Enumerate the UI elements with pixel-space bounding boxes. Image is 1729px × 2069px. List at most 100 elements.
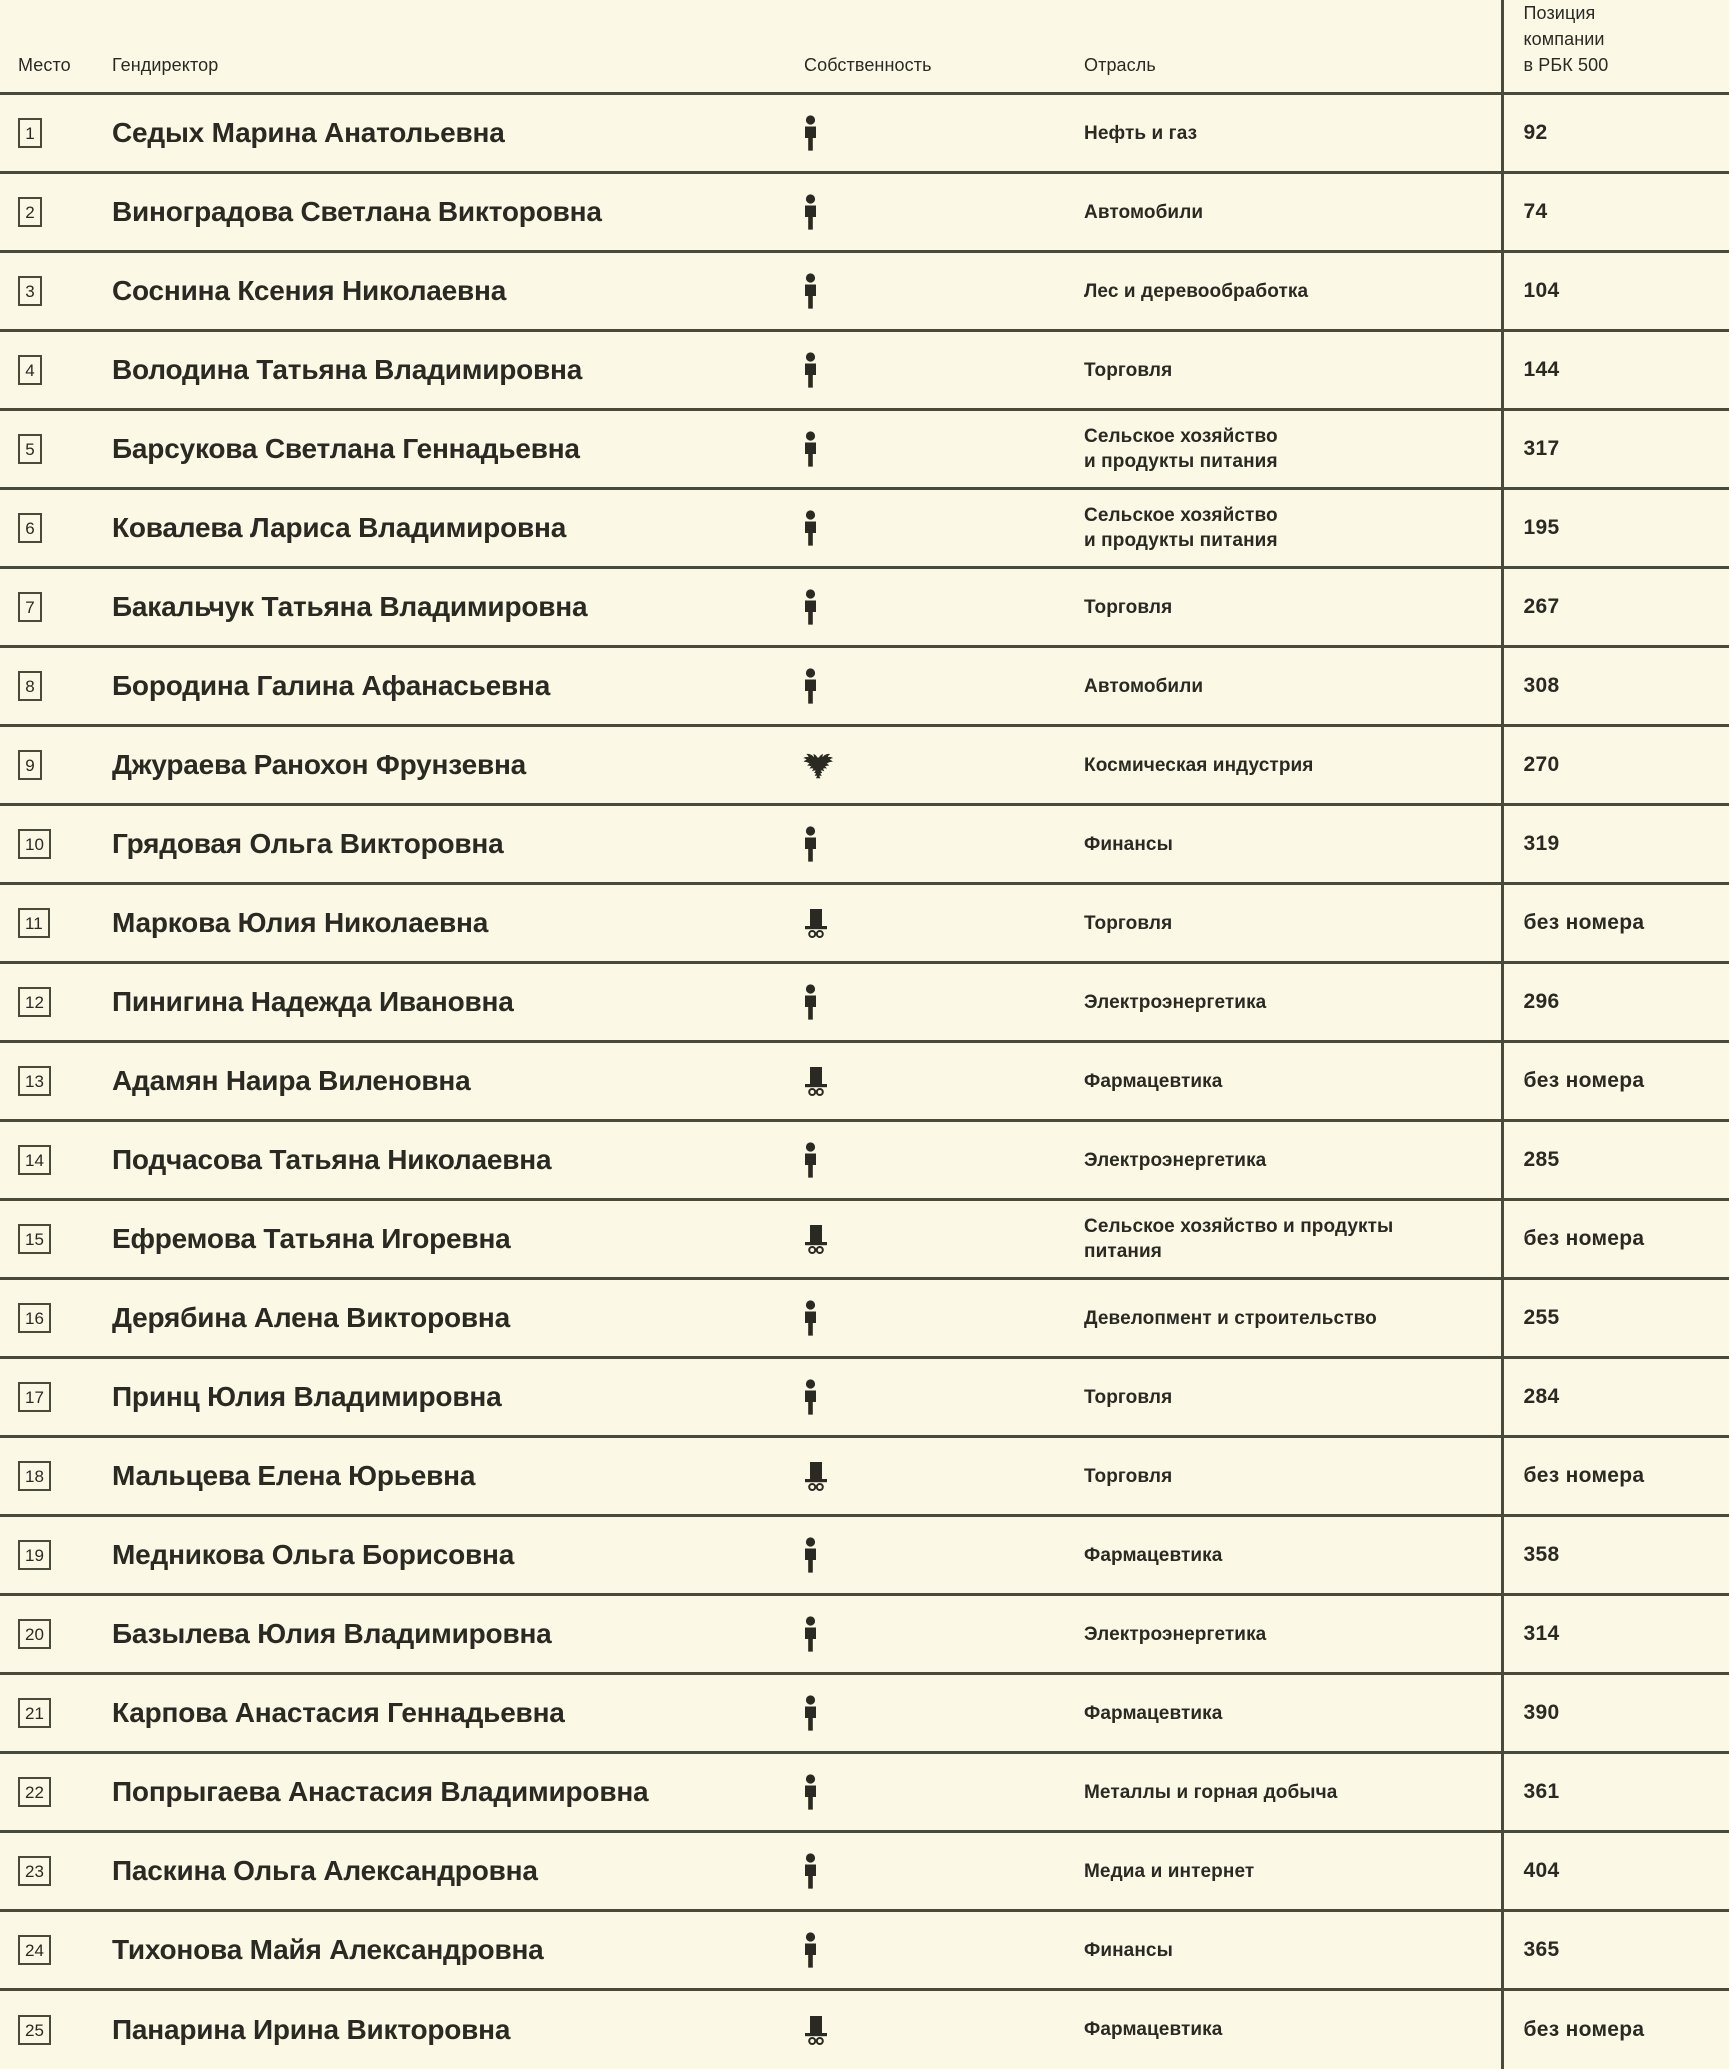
cell-place: 2: [0, 173, 88, 252]
cell-ceo-name: Подчасова Татьяна Николаевна: [88, 1121, 780, 1200]
cell-ownership: [780, 1674, 1060, 1753]
cell-place: 3: [0, 252, 88, 331]
cell-place: 12: [0, 963, 88, 1042]
rank-badge: 20: [18, 1619, 51, 1649]
cell-ceo-name: Попрыгаева Анастасия Владимировна: [88, 1753, 780, 1832]
cell-ceo-name: Джураева Ранохон Фрунзевна: [88, 726, 780, 805]
cell-ownership: [780, 647, 1060, 726]
rank-badge: 15: [18, 1224, 51, 1254]
cell-rbc500-position: 319: [1502, 805, 1729, 884]
rank-badge: 10: [18, 829, 51, 859]
cell-ownership: [780, 1832, 1060, 1911]
rank-badge: 24: [18, 1935, 51, 1965]
cell-industry: Финансы: [1060, 1911, 1502, 1990]
cell-place: 25: [0, 1990, 88, 2069]
cell-place: 21: [0, 1674, 88, 1753]
cell-place: 23: [0, 1832, 88, 1911]
cell-rbc500-position: 390: [1502, 1674, 1729, 1753]
rank-badge: 11: [18, 908, 50, 938]
cell-industry: Автомобили: [1060, 173, 1502, 252]
cell-ownership: [780, 331, 1060, 410]
cell-ceo-name: Медникова Ольга Борисовна: [88, 1516, 780, 1595]
rank-badge: 4: [18, 355, 42, 385]
cell-ownership: [780, 1042, 1060, 1121]
cell-rbc500-position: 104: [1502, 252, 1729, 331]
cell-ownership: [780, 568, 1060, 647]
cell-place: 22: [0, 1753, 88, 1832]
cell-industry: Торговля: [1060, 1437, 1502, 1516]
person-icon: [780, 115, 1060, 151]
column-header-ownership: Собственность: [780, 0, 1060, 94]
person-icon: [780, 1142, 1060, 1178]
cell-rbc500-position: 361: [1502, 1753, 1729, 1832]
cell-industry: Нефть и газ: [1060, 94, 1502, 173]
cell-rbc500-position: 195: [1502, 489, 1729, 568]
rank-badge: 7: [18, 592, 42, 622]
table-header-row: Место Гендиректор Собственность Отрасль …: [0, 0, 1729, 94]
cell-industry: Металлы и горная добыча: [1060, 1753, 1502, 1832]
rank-badge: 18: [18, 1461, 51, 1491]
cell-industry: Фармацевтика: [1060, 1042, 1502, 1121]
person-icon: [780, 1537, 1060, 1573]
cell-ceo-name: Бородина Галина Афанасьевна: [88, 647, 780, 726]
cell-rbc500-position: 255: [1502, 1279, 1729, 1358]
cell-rbc500-position: 358: [1502, 1516, 1729, 1595]
cell-place: 1: [0, 94, 88, 173]
cell-industry: Фармацевтика: [1060, 1990, 1502, 2069]
cell-ownership: [780, 1437, 1060, 1516]
top-hat-icon: [780, 1065, 1060, 1097]
cell-ceo-name: Барсукова Светлана Геннадьевна: [88, 410, 780, 489]
cell-ceo-name: Грядовая Ольга Викторовна: [88, 805, 780, 884]
cell-ownership: [780, 963, 1060, 1042]
top-hat-icon: [780, 2014, 1060, 2046]
person-icon: [780, 1932, 1060, 1968]
rank-badge: 9: [18, 750, 42, 780]
cell-rbc500-position: 267: [1502, 568, 1729, 647]
cell-industry: Лес и деревообработка: [1060, 252, 1502, 331]
cell-ownership: [780, 1595, 1060, 1674]
cell-ceo-name: Мальцева Елена Юрьевна: [88, 1437, 780, 1516]
cell-place: 8: [0, 647, 88, 726]
cell-industry: Автомобили: [1060, 647, 1502, 726]
top-hat-icon: [780, 1223, 1060, 1255]
rank-badge: 22: [18, 1777, 51, 1807]
rank-badge: 14: [18, 1145, 51, 1175]
cell-rbc500-position: 308: [1502, 647, 1729, 726]
column-header-position-line1: Позиция: [1524, 0, 1729, 26]
cell-industry: Финансы: [1060, 805, 1502, 884]
cell-ceo-name: Тихонова Майя Александровна: [88, 1911, 780, 1990]
cell-place: 6: [0, 489, 88, 568]
cell-place: 13: [0, 1042, 88, 1121]
cell-rbc500-position: 314: [1502, 1595, 1729, 1674]
cell-rbc500-position: 92: [1502, 94, 1729, 173]
cell-ceo-name: Бакальчук Татьяна Владимировна: [88, 568, 780, 647]
cell-place: 17: [0, 1358, 88, 1437]
cell-ceo-name: Соснина Ксения Николаевна: [88, 252, 780, 331]
table-header: Место Гендиректор Собственность Отрасль …: [0, 0, 1729, 94]
person-icon: [780, 1774, 1060, 1810]
cell-rbc500-position: без номера: [1502, 1990, 1729, 2069]
person-icon: [780, 1300, 1060, 1336]
cell-rbc500-position: 317: [1502, 410, 1729, 489]
cell-ceo-name: Паскина Ольга Александровна: [88, 1832, 780, 1911]
cell-place: 20: [0, 1595, 88, 1674]
cell-ownership: [780, 1516, 1060, 1595]
cell-ownership: [780, 1990, 1060, 2069]
cell-rbc500-position: 144: [1502, 331, 1729, 410]
